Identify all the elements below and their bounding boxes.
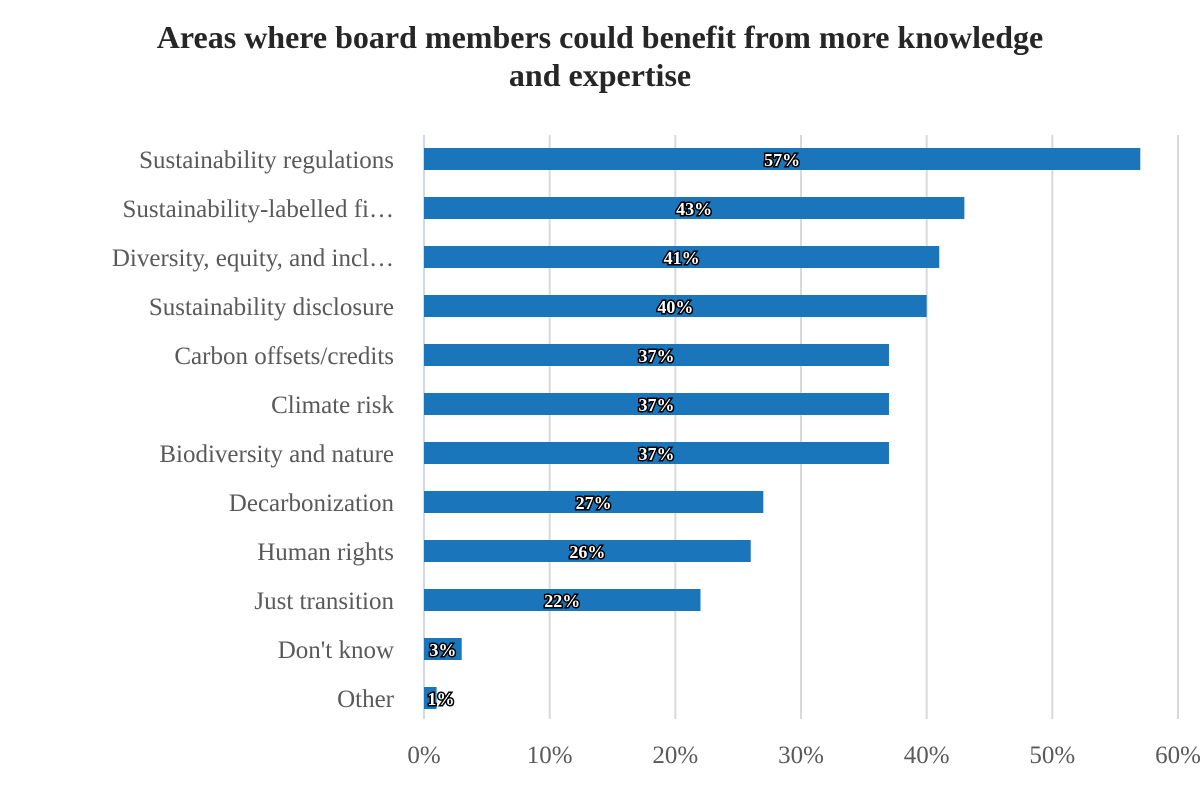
bar xyxy=(424,246,940,268)
bar xyxy=(424,295,927,317)
title-line-1: Areas where board members could benefit … xyxy=(156,19,1044,55)
x-tick-label: 20% xyxy=(652,742,698,769)
x-tick-label: 40% xyxy=(904,742,950,769)
bar xyxy=(424,393,889,415)
data-label: 26% xyxy=(569,542,605,562)
data-label: 22% xyxy=(544,591,580,611)
category-label: Diversity, equity, and incl… xyxy=(112,245,394,272)
bar xyxy=(424,491,764,513)
bar xyxy=(424,197,965,219)
x-tick-label: 50% xyxy=(1029,742,1075,769)
data-label: 37% xyxy=(638,395,674,415)
title-line-2: and expertise xyxy=(508,57,692,93)
data-label: 3% xyxy=(429,640,456,660)
bar xyxy=(424,589,701,611)
x-tick-label: 30% xyxy=(778,742,824,769)
data-label: 37% xyxy=(638,346,674,366)
bar xyxy=(424,148,1141,170)
data-label: 43% xyxy=(676,199,712,219)
category-label: Other xyxy=(337,686,395,713)
category-label: Sustainability regulations xyxy=(139,147,394,174)
x-tick-label: 0% xyxy=(407,742,440,769)
data-label: 41% xyxy=(664,248,700,268)
data-label: 27% xyxy=(576,493,612,513)
bar xyxy=(424,687,437,709)
bar xyxy=(424,344,889,366)
category-label: Biodiversity and nature xyxy=(159,441,394,468)
category-label: Human rights xyxy=(257,539,394,566)
category-label: Carbon offsets/credits xyxy=(174,343,394,370)
x-tick-label: 10% xyxy=(527,742,573,769)
bar xyxy=(424,540,751,562)
data-label: 1% xyxy=(428,689,455,709)
data-label: 37% xyxy=(638,444,674,464)
category-label: Sustainability disclosure xyxy=(149,294,394,321)
bar xyxy=(424,638,462,660)
bar xyxy=(424,442,889,464)
category-label: Just transition xyxy=(254,588,394,615)
data-label: 40% xyxy=(657,297,693,317)
x-tick-label: 60% xyxy=(1155,742,1200,769)
category-label: Climate risk xyxy=(271,392,394,419)
data-label: 57% xyxy=(764,150,800,170)
category-label: Don't know xyxy=(278,637,394,664)
chart-title: Areas where board members could benefit … xyxy=(0,18,1200,94)
category-label: Sustainability-labelled fi… xyxy=(123,196,394,223)
category-label: Decarbonization xyxy=(229,490,395,517)
